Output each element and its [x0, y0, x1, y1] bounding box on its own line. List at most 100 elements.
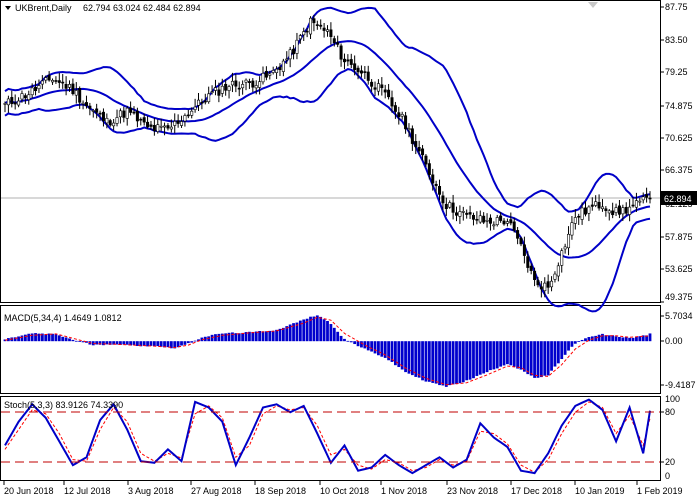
candle — [10, 90, 14, 108]
macd-bar — [492, 341, 496, 370]
macd-bar — [319, 316, 323, 342]
candle — [373, 81, 377, 97]
stoch-lines — [4, 398, 651, 475]
date-label: 23 Nov 2018 — [447, 486, 498, 496]
candle — [485, 213, 489, 228]
candle — [163, 122, 167, 136]
macd-bar — [489, 341, 492, 371]
candle — [346, 54, 350, 67]
price-panel[interactable] — [0, 0, 661, 303]
dropdown-arrow-icon[interactable] — [5, 6, 11, 10]
candle — [444, 197, 448, 216]
macd-bar — [448, 341, 452, 386]
candle — [176, 114, 180, 128]
candle — [624, 202, 628, 216]
macd-bar — [458, 341, 462, 384]
candle — [567, 226, 571, 256]
scroll-marker-icon[interactable] — [588, 2, 598, 8]
price-tick: 53.625 — [665, 264, 693, 274]
macd-bar — [438, 341, 441, 386]
macd-bar — [51, 333, 54, 342]
stoch-panel[interactable] — [0, 396, 661, 481]
macd-bar — [190, 341, 194, 343]
macd-bar — [383, 341, 387, 358]
macd-bar — [309, 316, 312, 342]
macd-bar — [17, 336, 20, 342]
macd-bar — [444, 341, 448, 387]
candle — [621, 204, 625, 221]
ohlc-values: 62.794 63.024 62.484 62.894 — [83, 3, 201, 13]
macd-bar — [404, 341, 407, 373]
candle — [526, 251, 530, 273]
candle — [519, 236, 523, 247]
macd-bar — [203, 336, 207, 342]
candle — [30, 83, 34, 99]
candle — [295, 32, 299, 60]
macd-bar — [414, 341, 418, 377]
candle — [281, 58, 285, 77]
candle — [410, 125, 414, 151]
candle — [152, 118, 156, 136]
candle — [17, 97, 21, 108]
candle — [230, 72, 234, 93]
macd-bar — [417, 341, 421, 378]
candle — [570, 216, 574, 240]
macd-bar — [343, 338, 346, 342]
candle — [159, 118, 163, 132]
macd-bar — [13, 337, 17, 342]
macd-bar — [475, 341, 479, 376]
candle — [380, 77, 384, 96]
candle — [645, 187, 649, 203]
macd-bar — [618, 336, 621, 342]
macd-bar — [108, 341, 112, 345]
candle — [54, 76, 58, 84]
macd-bar — [81, 341, 85, 343]
macd-bar — [315, 315, 319, 342]
candle — [315, 20, 319, 30]
candle — [577, 213, 581, 225]
candle — [271, 66, 275, 75]
candle — [363, 66, 367, 80]
date-label: 18 Sep 2018 — [255, 486, 306, 496]
candle — [319, 19, 323, 30]
candle — [431, 168, 435, 191]
macd-bar — [298, 320, 302, 342]
date-label: 10 Oct 2018 — [320, 486, 369, 496]
candle — [631, 197, 635, 208]
macd-bar — [607, 335, 611, 342]
candle — [74, 82, 78, 104]
candle — [193, 98, 197, 113]
stoch-tick: 20 — [665, 457, 675, 467]
macd-bar — [594, 335, 598, 342]
macd-bar — [95, 341, 99, 345]
candle — [129, 101, 133, 116]
macd-bar — [183, 341, 187, 345]
candle — [488, 214, 492, 231]
candle — [305, 28, 309, 38]
macd-bar — [278, 328, 282, 342]
macd-bar — [526, 341, 530, 375]
macd-bar — [98, 341, 102, 345]
macd-bar — [152, 341, 156, 347]
date-label: 1 Feb 2019 — [637, 486, 683, 496]
candle — [529, 263, 533, 275]
candle — [329, 22, 333, 45]
candle — [47, 71, 51, 82]
candle — [135, 107, 139, 128]
macd-bar — [434, 341, 438, 384]
candle — [349, 53, 353, 69]
macd-bar — [74, 340, 78, 342]
macd-bar — [115, 341, 119, 345]
candle — [61, 74, 65, 89]
candle — [51, 78, 55, 85]
macd-bar — [224, 333, 228, 342]
price-candles — [3, 14, 652, 298]
candle — [461, 206, 465, 221]
macd-bar — [125, 341, 129, 345]
macd-bar — [560, 341, 564, 360]
price-tick: 83.50 — [665, 35, 688, 45]
macd-bar — [533, 341, 536, 378]
bollinger-bands — [4, 6, 651, 313]
candle — [594, 195, 598, 208]
